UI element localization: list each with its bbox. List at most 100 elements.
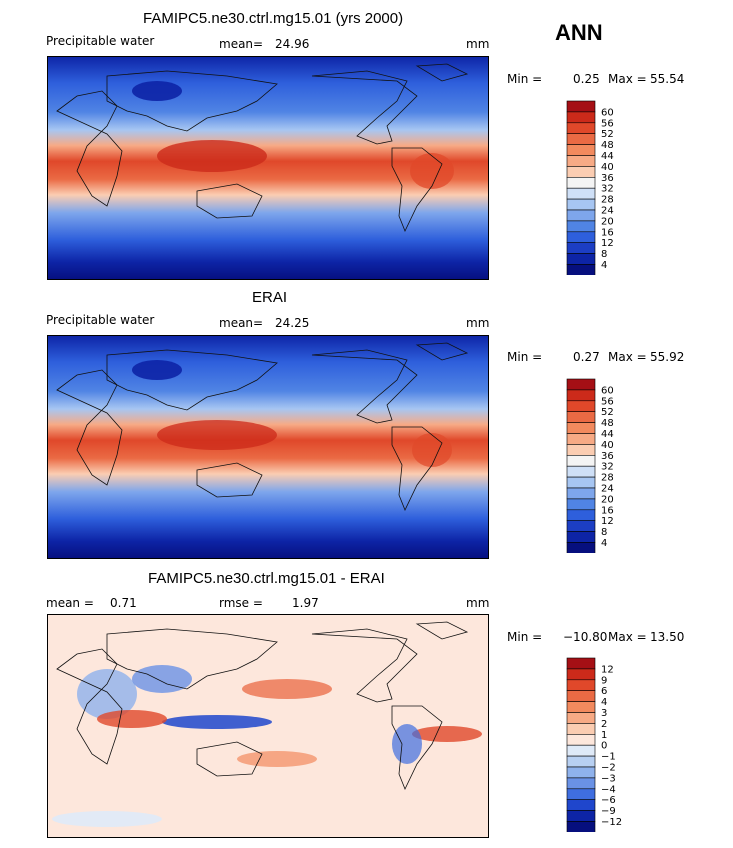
panel3-andes-anomaly	[392, 724, 422, 764]
colorbar-swatch	[566, 242, 596, 254]
colorbar-tick-label: 12	[601, 516, 614, 527]
colorbar-swatch	[566, 821, 596, 832]
colorbar-swatch	[566, 177, 596, 189]
colorbar-swatch	[566, 766, 596, 779]
colorbar-tick-label: 20	[601, 216, 614, 227]
colorbar-swatch	[566, 810, 596, 822]
colorbar-swatch	[566, 122, 596, 134]
panel2-variable: Precipitable water	[46, 313, 155, 327]
colorbar-swatch	[566, 231, 596, 244]
colorbar-swatch	[566, 777, 596, 790]
colorbar-swatch	[566, 465, 596, 478]
panel2-max-label: Max =	[608, 350, 647, 364]
colorbar-swatch	[566, 144, 596, 156]
panel3-coastlines	[56, 621, 469, 790]
panel3-indian-anomaly	[97, 710, 167, 728]
colorbar-tick-label: 28	[601, 473, 614, 484]
colorbar-tick-label: 9	[601, 675, 607, 686]
colorbar-swatch	[566, 744, 596, 757]
colorbar-swatch	[566, 455, 596, 467]
colorbar-tick-label: −12	[601, 817, 622, 828]
panel3-atlantic-anomaly	[412, 726, 482, 742]
colorbar-swatch	[566, 166, 596, 178]
colorbar-tick-label: 36	[601, 173, 614, 184]
panel1-min-value: 0.25	[573, 72, 600, 86]
panel1-amazon	[410, 153, 454, 189]
colorbar-tick-label: −3	[601, 773, 616, 784]
colorbar-tick-label: 24	[601, 206, 614, 217]
panel1-units: mm	[466, 37, 490, 51]
colorbar-tick-label: 32	[601, 462, 614, 473]
panel3-mean-label: mean =	[46, 596, 94, 610]
colorbar-tick-label: 60	[601, 107, 614, 118]
panel3-antarctic-anomaly	[52, 811, 162, 827]
colorbar-swatch	[566, 433, 596, 445]
panel2-tibet	[132, 360, 182, 380]
colorbar-tick-label: 40	[601, 162, 614, 173]
colorbar-tick-label: −1	[601, 752, 616, 763]
panel3-map	[47, 614, 489, 838]
colorbar-tick-label: 16	[601, 505, 614, 516]
colorbar-tick-label: −6	[601, 795, 616, 806]
panel3-rmse-value: 1.97	[292, 596, 319, 610]
panel1-tibet	[132, 81, 182, 101]
colorbar-swatch	[566, 690, 596, 702]
panel2-map	[47, 335, 489, 559]
colorbar-swatch	[566, 411, 596, 423]
panel1-frame	[47, 56, 489, 280]
panel3-africa-anomaly	[77, 669, 137, 719]
colorbar-tick-label: 8	[601, 249, 607, 260]
colorbar-swatch	[566, 253, 596, 265]
colorbar-swatch	[566, 657, 596, 670]
panel3-min-value: −10.80	[563, 630, 608, 644]
colorbar-swatch	[566, 111, 596, 124]
colorbar-swatch	[566, 400, 596, 412]
panel2-mean-value: 24.25	[275, 316, 310, 330]
colorbar-tick-label: −2	[601, 763, 616, 774]
colorbar-tick-label: 12	[601, 238, 614, 249]
panel3-max-value: 13.50	[650, 630, 685, 644]
panel2-max-value: 55.92	[650, 350, 685, 364]
colorbar-swatch	[566, 389, 596, 402]
panel3-frame	[47, 614, 489, 838]
panel2-frame	[47, 335, 489, 559]
panel3-pacific-band	[162, 715, 272, 729]
panel1-title: FAMIPC5.ne30.ctrl.mg15.01 (yrs 2000)	[143, 10, 404, 27]
colorbar-swatch	[566, 788, 596, 801]
colorbar-tick-label: 12	[601, 664, 614, 675]
colorbar-swatch	[566, 701, 596, 713]
colorbar-swatch	[566, 531, 596, 543]
panel1-coastlines	[56, 63, 469, 232]
colorbar-swatch	[566, 542, 596, 553]
panel2-min-value: 0.27	[573, 350, 600, 364]
colorbar-tick-label: 60	[601, 385, 614, 396]
colorbar-tick-label: 4	[601, 538, 607, 549]
panel2-title: ERAI	[252, 289, 288, 306]
panel2-mean-label: mean=	[219, 316, 264, 330]
colorbar-swatch	[566, 264, 596, 275]
colorbar-swatch	[566, 723, 596, 735]
colorbar-swatch	[566, 712, 596, 724]
panel1-map	[47, 56, 489, 280]
panel3-title: FAMIPC5.ne30.ctrl.mg15.01 - ERAI	[148, 570, 385, 587]
colorbar-swatch	[566, 509, 596, 522]
colorbar-tick-label: 36	[601, 451, 614, 462]
colorbar-swatch	[566, 220, 596, 233]
panel1-warm-pool	[157, 140, 267, 172]
colorbar-tick-label: 24	[601, 484, 614, 495]
colorbar-tick-label: 48	[601, 418, 614, 429]
colorbar-tick-label: 16	[601, 227, 614, 238]
panel3-units: mm	[466, 596, 490, 610]
panel3-rmse-label: rmse =	[219, 596, 263, 610]
colorbar-swatch	[566, 487, 596, 500]
colorbar-swatch	[566, 498, 596, 511]
panel2-coastlines	[56, 342, 469, 511]
colorbar-swatch	[566, 476, 596, 489]
colorbar-tick-label: 20	[601, 494, 614, 505]
colorbar-swatch	[566, 755, 596, 768]
panel1-mean-label: mean=	[219, 37, 264, 51]
colorbar-tick-label: 44	[601, 429, 614, 440]
